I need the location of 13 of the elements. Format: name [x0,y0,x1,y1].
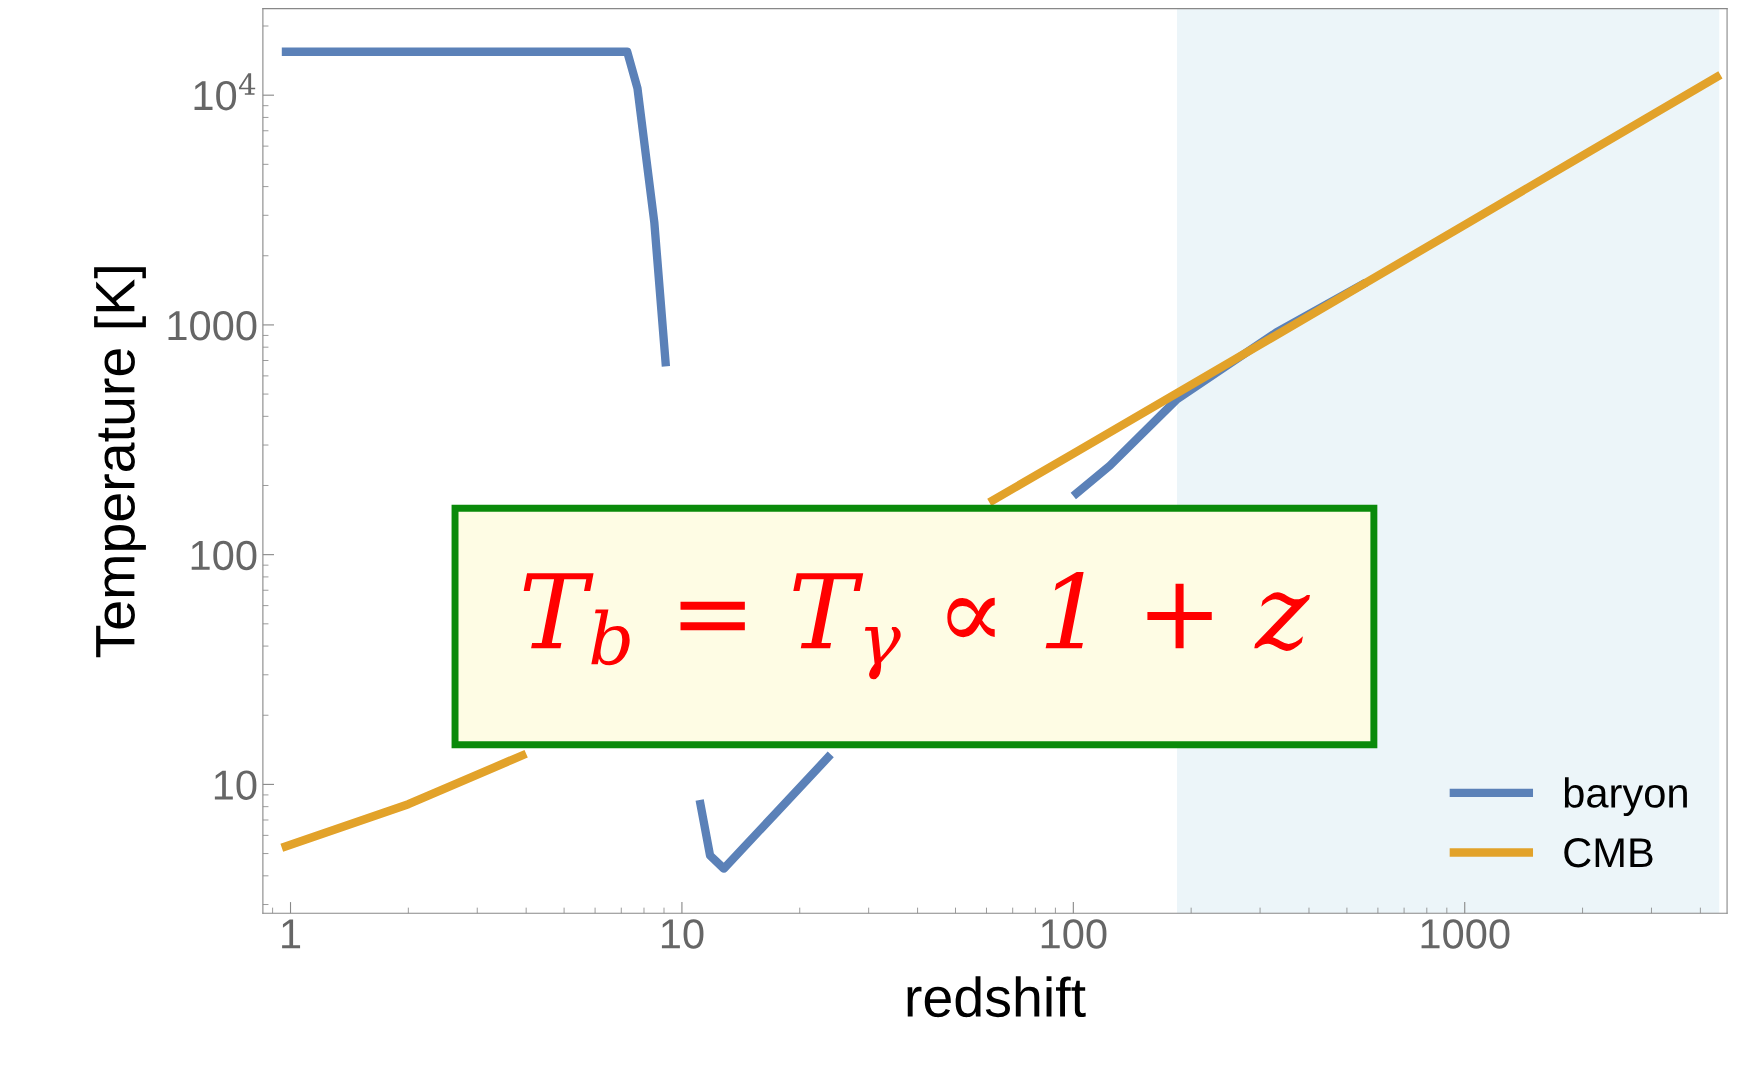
y-axis-title: Temperature [K] [94,267,146,658]
x-tick-label: 1 [282,919,301,949]
legend-label: baryon [1564,777,1687,817]
annotation: T$_{b}$ = T$_{γ}$ ∝ 1 + z [523,571,1310,680]
x-axis-title: redshift [907,976,1086,1018]
y-tick-label: 10 [214,770,257,800]
x-tick-label: 100 [1041,919,1107,949]
x-tick-label: 10 [661,919,704,949]
y-tick-label: 1000 [168,310,257,341]
y-tick-label: 10$^{4}$ [194,73,256,111]
y-tick-label: 100 [191,540,257,571]
x-tick-label: 1000 [1421,919,1510,949]
legend-label: CMB [1564,837,1653,868]
